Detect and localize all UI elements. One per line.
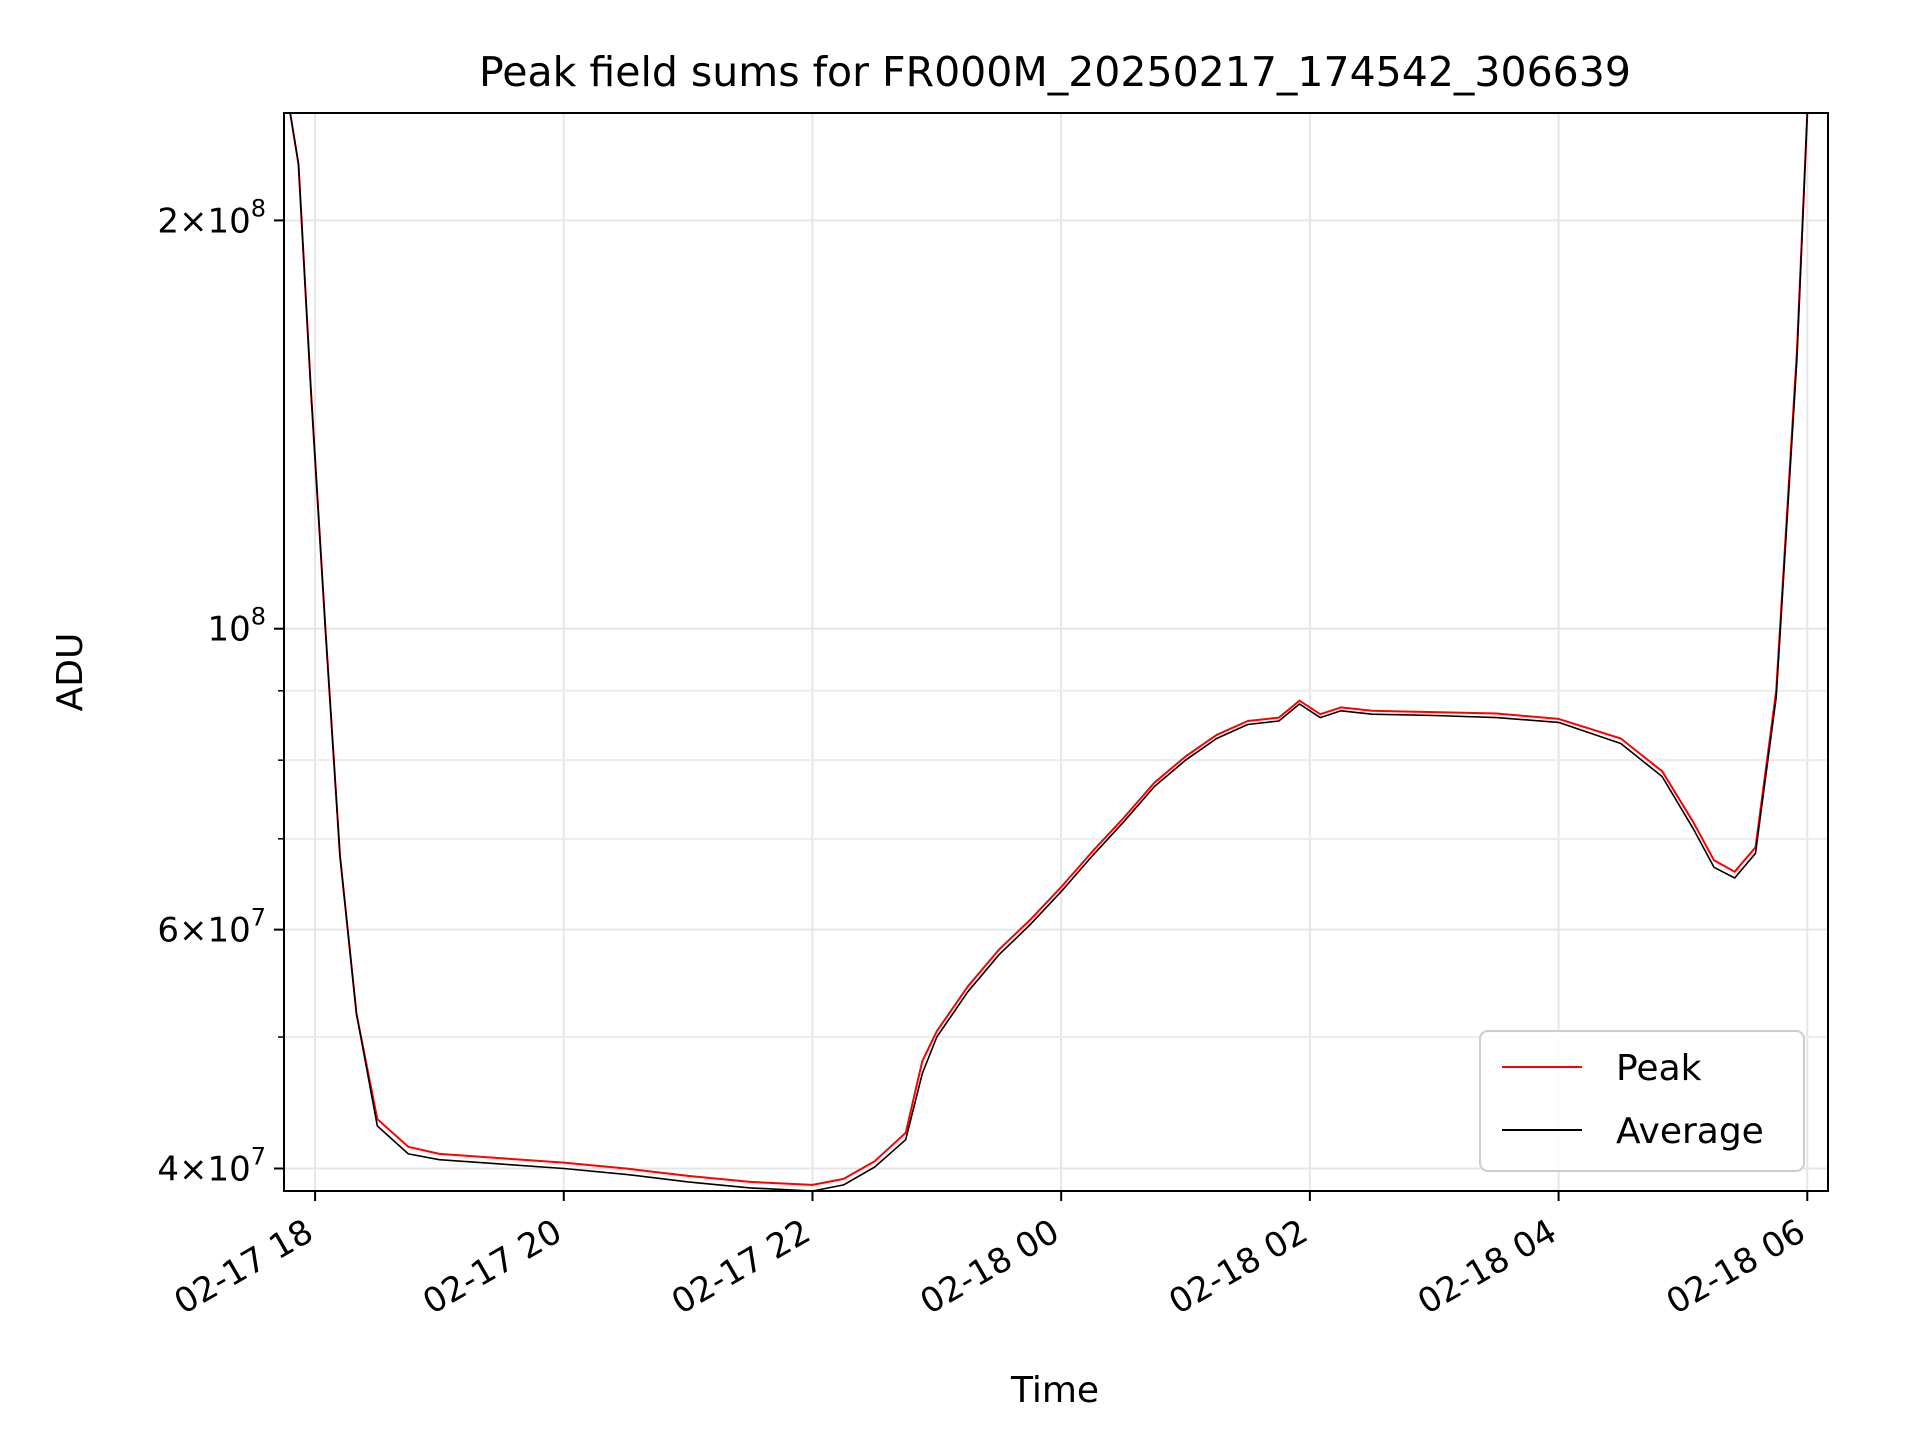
legend: Peak Average (1479, 1030, 1805, 1172)
y-tick-label: 6×107 (157, 904, 266, 951)
series-line-average (289, 113, 1809, 1191)
y-axis-label: ADU (50, 633, 91, 712)
chart-title: Peak field sums for FR000M_20250217_1745… (479, 48, 1631, 96)
y-tick-label: 4×107 (157, 1142, 266, 1189)
series-layer (289, 113, 1809, 1191)
legend-label-peak: Peak (1616, 1048, 1702, 1089)
y-tick-label: 2×108 (157, 194, 266, 241)
grid (284, 113, 1828, 1191)
plot-frame (283, 112, 1829, 1192)
x-axis-label: Time (1010, 1370, 1099, 1411)
legend-label-average: Average (1616, 1111, 1764, 1152)
series-line-peak (289, 113, 1809, 1186)
